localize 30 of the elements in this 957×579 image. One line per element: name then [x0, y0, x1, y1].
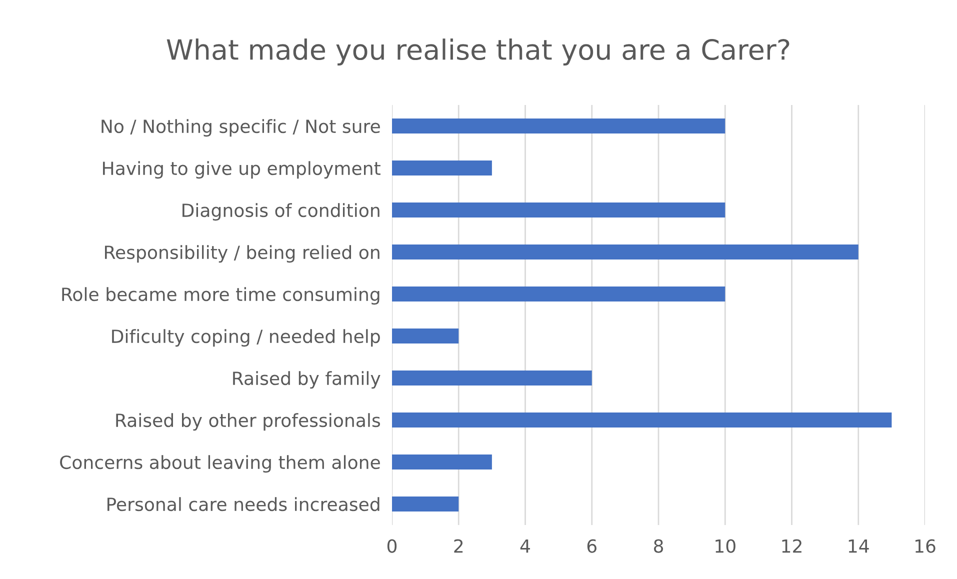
bar — [392, 286, 726, 302]
x-tick-label: 8 — [654, 539, 664, 553]
bar — [392, 202, 726, 218]
y-tick-label: Having to give up employment — [103, 161, 380, 179]
y-tick-label: Responsibility / being relied on — [105, 245, 380, 263]
y-tick-label: Raised by family — [233, 371, 380, 389]
bar — [392, 328, 459, 344]
bar — [392, 118, 726, 134]
chart-title: What made you realise that you are a Carer? — [166, 38, 790, 66]
bar — [392, 496, 459, 512]
x-tick-label: 0 — [387, 539, 397, 553]
y-tick-label: Personal care needs increased — [108, 497, 380, 512]
y-tick-label: Role became more time consuming — [62, 287, 380, 305]
y-tick-label: Raised by other professionals — [116, 413, 380, 431]
x-tick-label: 4 — [520, 539, 530, 553]
bar — [392, 244, 858, 260]
x-tick-label: 16 — [915, 539, 936, 553]
x-tick-label: 2 — [454, 539, 463, 553]
x-tick-label: 12 — [782, 539, 802, 553]
bar — [392, 160, 492, 176]
bar — [392, 454, 492, 470]
y-tick-label: No / Nothing specific / Not sure — [102, 119, 380, 137]
bar — [392, 412, 892, 428]
bar — [392, 370, 592, 386]
x-tick-label: 10 — [716, 539, 736, 553]
y-tick-label: Concerns about leaving them alone — [60, 455, 380, 473]
x-tick-label: 14 — [848, 539, 869, 553]
y-tick-label: Diagnosis of condition — [182, 203, 380, 221]
y-tick-label: Dificulty coping / needed help — [112, 329, 380, 347]
x-tick-label: 6 — [587, 539, 596, 553]
